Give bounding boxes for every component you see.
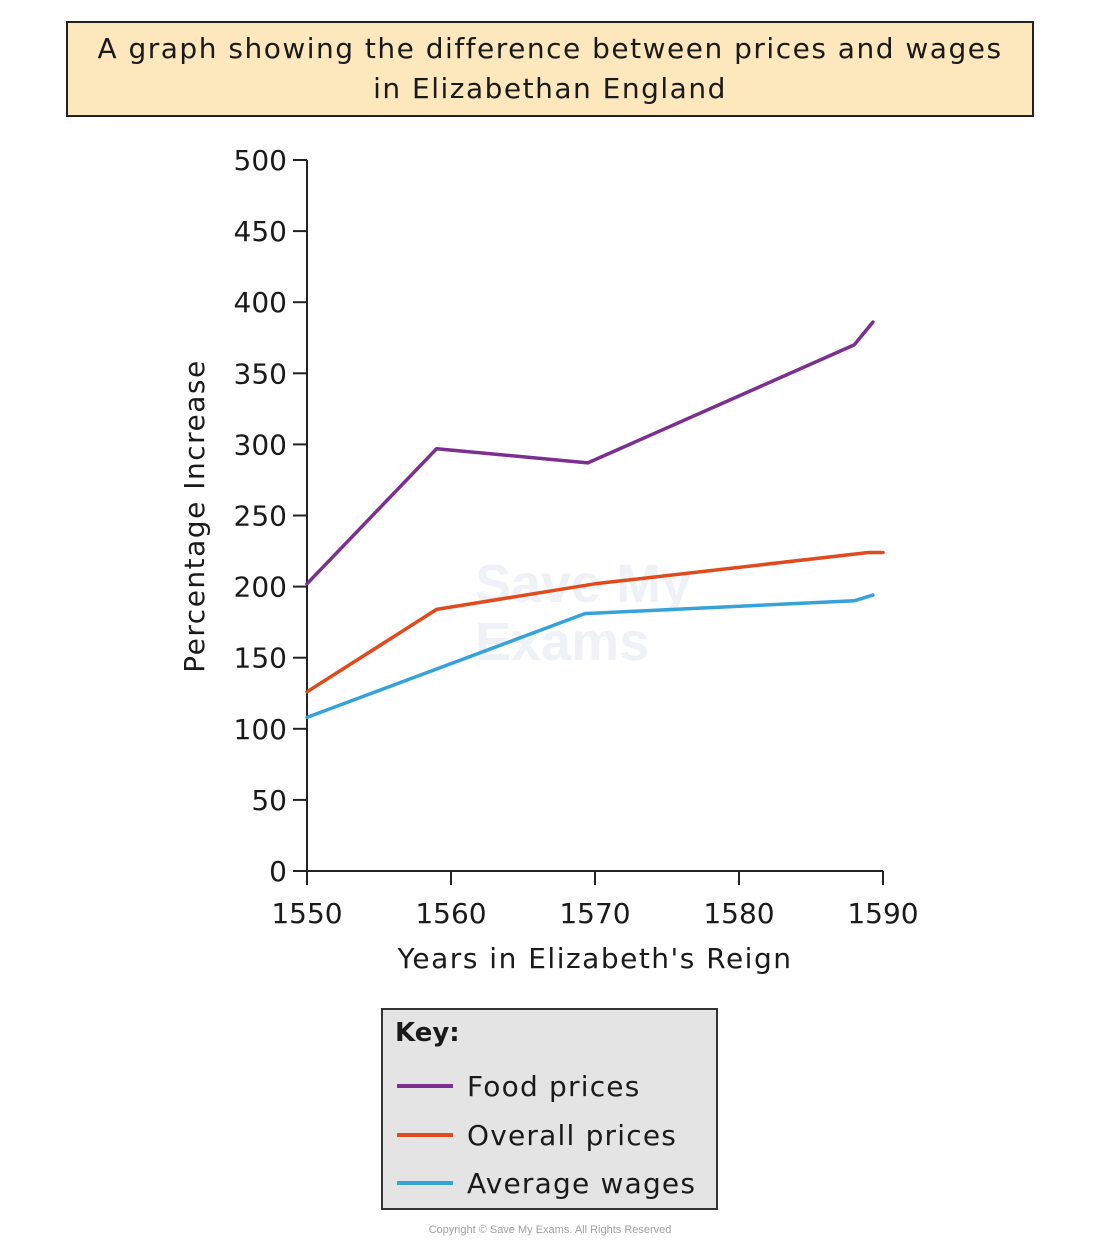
y-tick-label: 100 [234,713,287,746]
legend-swatch-overall-prices [397,1133,453,1137]
y-tick-label: 350 [234,357,287,390]
series-line-average-wages [305,593,875,720]
y-tick-label: 0 [269,855,287,888]
legend-item-overall-prices: Overall prices [397,1115,677,1155]
y-tick-label: 250 [234,500,287,533]
legend-item-average-wages: Average wages [397,1163,696,1203]
legend-label-average-wages: Average wages [467,1166,697,1200]
y-tick-label: 300 [234,428,287,461]
y-tick-label: 500 [234,144,287,177]
x-tick-label: 1560 [415,897,486,930]
chart-title-box: A graph showing the difference between p… [66,21,1034,117]
legend-item-food-prices: Food prices [397,1066,641,1106]
legend-label-food-prices: Food prices [467,1069,641,1103]
x-tick-label: 1590 [847,897,918,930]
x-tick-label: 1550 [271,897,342,930]
series-line-overall-prices [305,550,885,694]
legend-label-overall-prices: Overall prices [467,1118,678,1152]
x-tick-label: 1580 [703,897,774,930]
y-axis-label: Percentage Increase [178,359,211,672]
legend-swatch-average-wages [397,1181,453,1185]
y-tick-label: 50 [251,784,287,817]
legend: Key: Food prices Overall prices Average … [381,1008,718,1210]
chart-title: A graph showing the difference between p… [97,32,1003,105]
x-axis-label: Years in Elizabeth's Reign [397,942,793,975]
legend-title: Key: [395,1018,460,1048]
line-chart: 0 50 100 150 200 250 300 350 400 450 500 1550 1560 15… [178,144,919,975]
legend-swatch-food-prices [397,1084,453,1088]
x-tick-label: 1570 [559,897,630,930]
y-tick-label: 400 [234,286,287,319]
copyright-notice: Copyright © Save My Exams. All Rights Re… [428,1224,672,1236]
y-tick-label: 450 [234,215,287,248]
series-line-food-prices [305,320,875,586]
y-tick-label: 150 [234,642,287,675]
y-tick-label: 200 [234,571,287,604]
